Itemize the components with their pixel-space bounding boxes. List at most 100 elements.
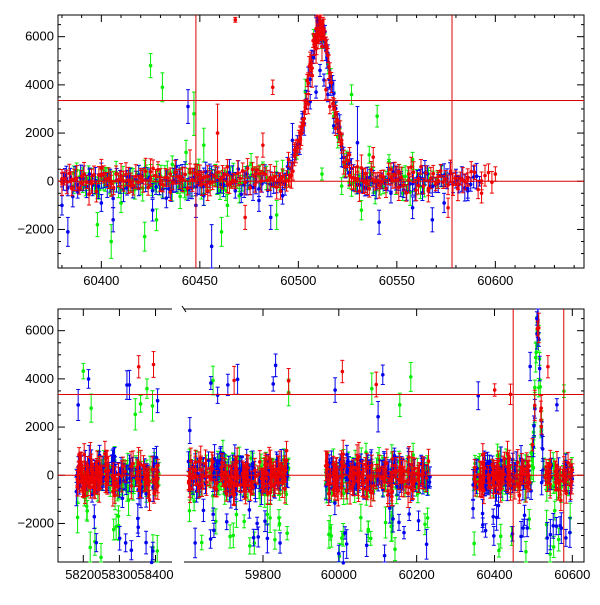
- blue-point: [125, 473, 129, 477]
- x-tick-label: 60600: [477, 273, 513, 288]
- red-point: [137, 481, 141, 485]
- blue-point: [411, 206, 415, 210]
- red-point: [213, 174, 217, 178]
- red-point: [302, 117, 306, 121]
- green-point: [155, 218, 159, 222]
- red-point: [356, 177, 360, 181]
- red-point: [446, 183, 450, 187]
- red-point: [119, 177, 123, 181]
- green-point: [275, 213, 279, 217]
- red-point: [150, 468, 154, 472]
- red-point: [129, 184, 133, 188]
- red-point: [306, 81, 310, 85]
- red-point: [328, 105, 332, 109]
- x-tick-label: 60000: [321, 567, 357, 582]
- green-point: [253, 541, 257, 545]
- red-point: [253, 172, 257, 176]
- red-point: [469, 170, 473, 174]
- blue-point: [291, 138, 295, 142]
- blue-point: [431, 218, 435, 222]
- red-point: [287, 158, 291, 162]
- red-point: [310, 73, 314, 77]
- x-tick-label: 60200: [399, 567, 435, 582]
- red-point: [135, 477, 139, 481]
- y-tick-label: 2000: [25, 419, 54, 434]
- red-point: [414, 188, 418, 192]
- green-point: [112, 528, 116, 532]
- blue-point: [263, 519, 267, 523]
- green-point: [117, 514, 121, 518]
- red-point: [419, 165, 423, 169]
- red-point: [397, 170, 401, 174]
- red-point: [144, 169, 148, 173]
- red-point: [422, 184, 426, 188]
- red-point: [76, 480, 80, 484]
- red-point: [316, 28, 320, 32]
- red-point: [424, 171, 428, 175]
- red-point: [148, 499, 152, 503]
- blue-point: [118, 536, 122, 540]
- red-point: [255, 168, 259, 172]
- x-tick-label: 58400: [137, 567, 173, 582]
- blue-point: [314, 90, 318, 94]
- red-point: [365, 182, 369, 186]
- red-point: [202, 176, 206, 180]
- red-point: [107, 176, 111, 180]
- red-point: [90, 464, 94, 468]
- red-point: [248, 186, 252, 190]
- red-point: [483, 174, 487, 178]
- red-point: [293, 148, 297, 152]
- blue-point: [130, 548, 134, 552]
- red-point: [264, 172, 268, 176]
- y-tick-label: 2000: [25, 125, 54, 140]
- red-point: [322, 27, 326, 31]
- red-point: [320, 45, 324, 49]
- red-point: [89, 456, 93, 460]
- blue-point: [87, 377, 91, 381]
- red-point: [417, 177, 421, 181]
- red-point: [100, 172, 104, 176]
- red-point: [299, 131, 303, 135]
- green-point: [235, 513, 239, 517]
- red-point: [246, 167, 250, 171]
- red-point: [324, 88, 328, 92]
- red-point: [97, 477, 101, 481]
- red-point: [476, 188, 480, 192]
- blue-point: [188, 429, 192, 433]
- red-point: [377, 183, 381, 187]
- x-tick-label: 60500: [280, 273, 316, 288]
- red-point: [139, 175, 143, 179]
- red-point: [152, 363, 156, 367]
- blue-point: [239, 192, 243, 196]
- red-point: [412, 170, 416, 174]
- green-point: [200, 541, 204, 545]
- blue-point: [256, 535, 260, 539]
- red-point: [159, 182, 163, 186]
- green-point: [277, 516, 281, 520]
- green-point: [161, 85, 165, 89]
- red-point: [371, 155, 375, 159]
- green-point: [178, 195, 182, 199]
- green-point: [143, 235, 147, 239]
- red-point: [216, 131, 220, 135]
- blue-point: [151, 189, 155, 193]
- red-point: [168, 172, 172, 176]
- green-point: [367, 153, 371, 157]
- green-point: [99, 556, 103, 560]
- red-point: [82, 453, 86, 457]
- red-point: [444, 177, 448, 181]
- red-point: [145, 473, 149, 477]
- green-point: [88, 546, 92, 550]
- green-point: [340, 184, 344, 188]
- red-point: [429, 176, 433, 180]
- top-plot-frame: [58, 15, 584, 268]
- green-point: [320, 172, 324, 176]
- y-tick-label: 6000: [25, 29, 54, 44]
- red-point: [384, 187, 388, 191]
- red-point: [427, 187, 431, 191]
- x-tick-label: 59800: [245, 567, 281, 582]
- red-point: [279, 177, 283, 181]
- green-point: [151, 404, 155, 408]
- green-point: [403, 175, 407, 179]
